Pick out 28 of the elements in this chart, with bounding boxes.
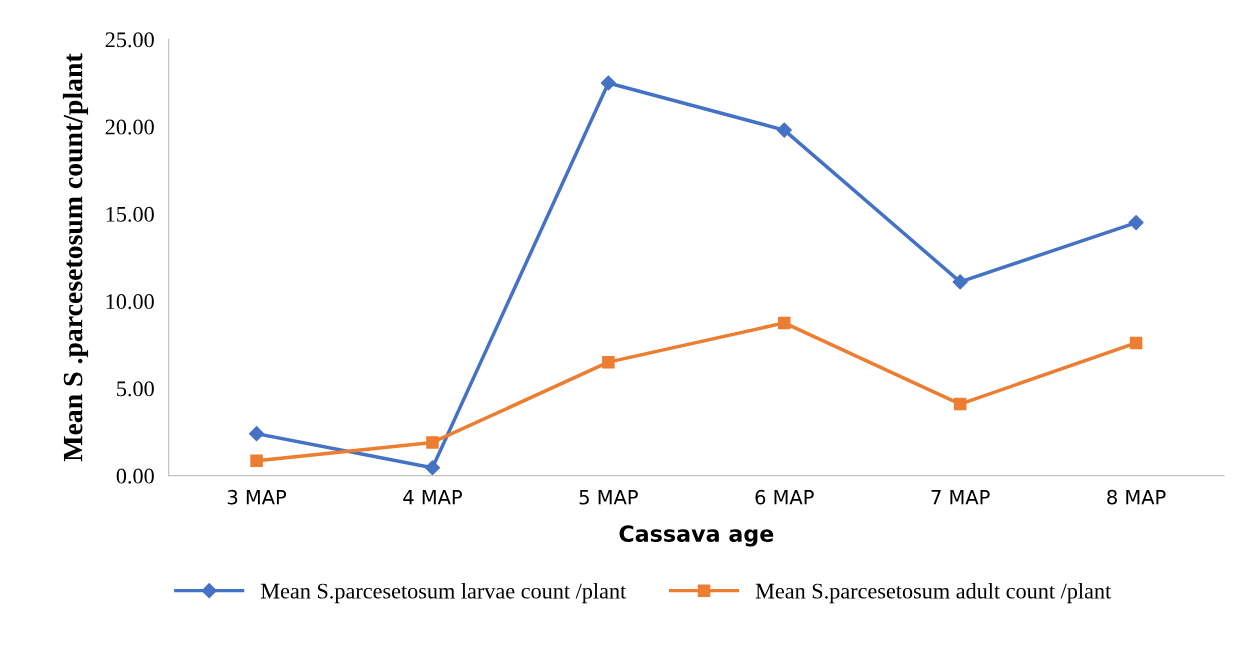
legend-label: Mean S.parcesetosum adult count /plant (755, 582, 1112, 604)
x-tick-label: 5 MAP (579, 490, 638, 505)
point (424, 460, 441, 476)
y-tick-label: 25.00 (105, 32, 154, 48)
point (776, 122, 792, 138)
y-axis-title: Mean S .parcesetosum count/plant (62, 53, 89, 462)
y-tick-label: 20.00 (105, 119, 154, 135)
point (952, 274, 968, 290)
legend-label: Mean S.parcesetosum larvae count /plant (260, 582, 627, 604)
point (1129, 336, 1143, 350)
point (426, 436, 439, 449)
x-tick-label: 4 MAP (403, 490, 462, 505)
x-tick-label: 7 MAP (931, 490, 990, 505)
x-tick-label: 3 MAP (227, 489, 287, 505)
x-tick-label: 6 MAP (755, 489, 814, 505)
y-tick-label: 15.00 (106, 206, 154, 222)
point (778, 316, 791, 330)
point (953, 397, 967, 411)
y-tick-label: 5.00 (117, 381, 154, 397)
point (250, 454, 263, 468)
point (248, 426, 265, 442)
point (1128, 215, 1144, 231)
x-axis-title: Cassava age (619, 525, 774, 547)
y-tick-label: 10.00 (106, 294, 154, 310)
point (602, 355, 615, 369)
y-tick-label: 0.00 (116, 468, 154, 484)
point (600, 75, 616, 91)
x-tick-label: 8 MAP (1107, 489, 1166, 505)
